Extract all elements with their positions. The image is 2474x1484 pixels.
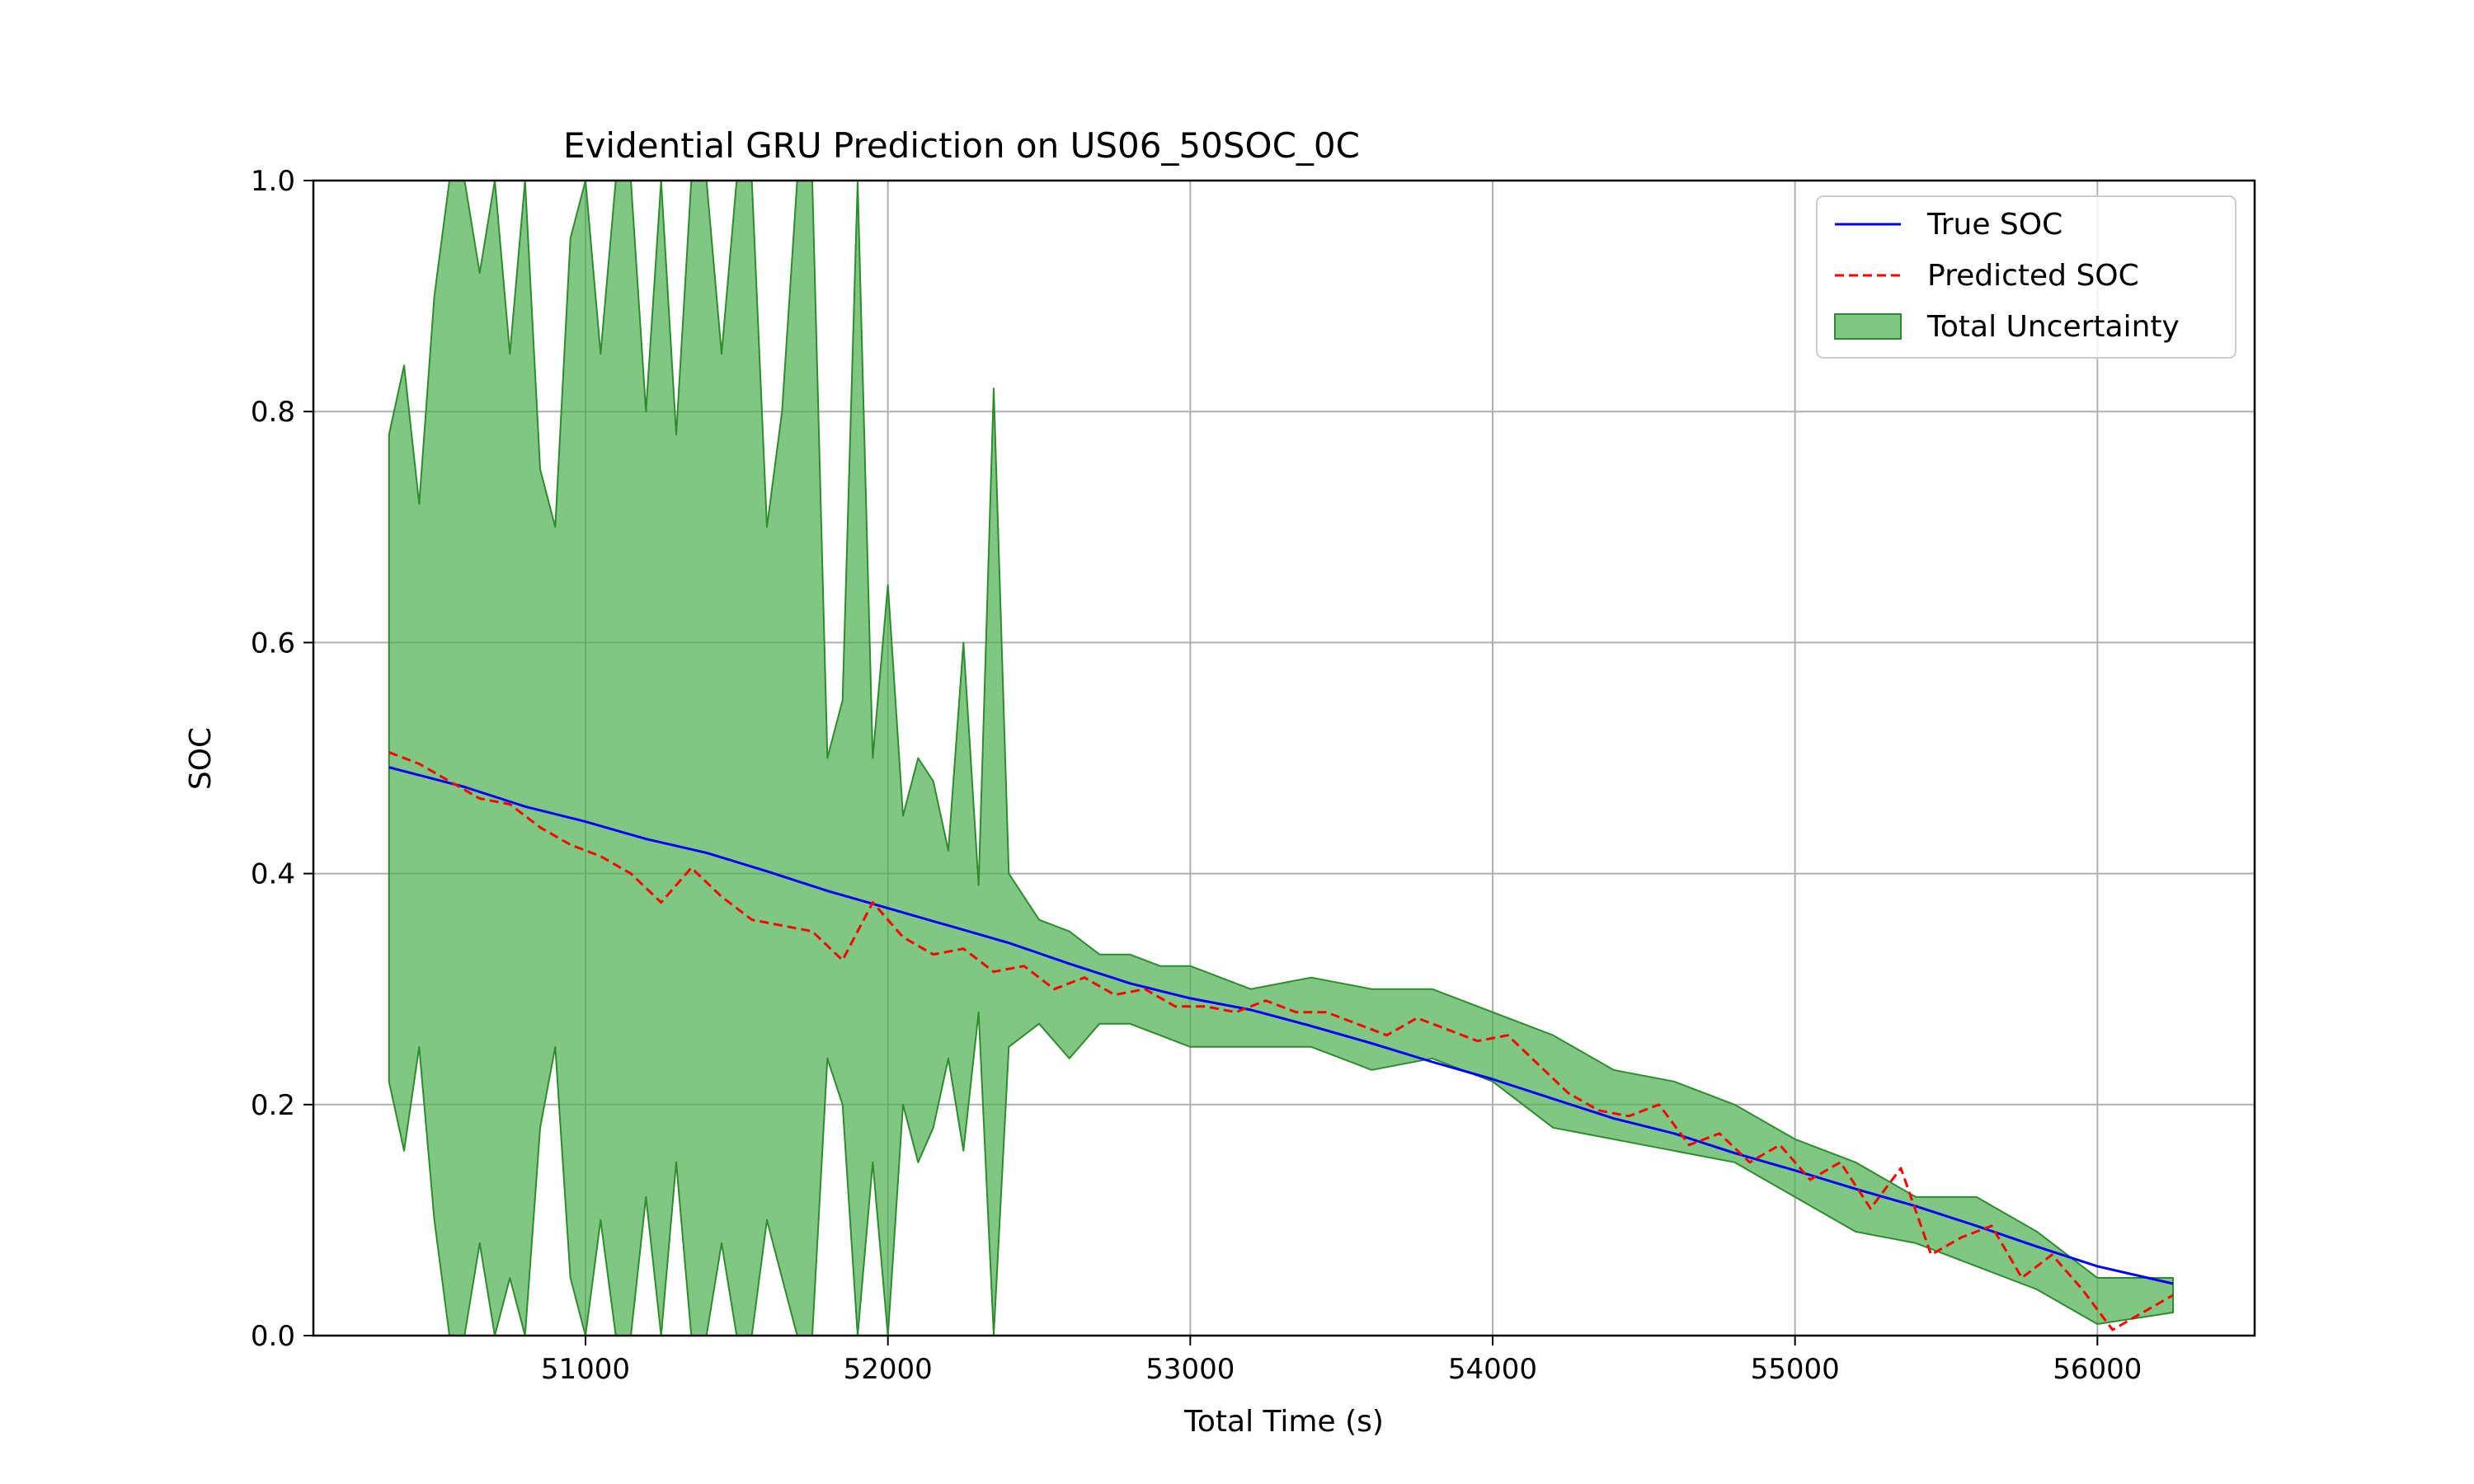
y-tick-label: 1.0 bbox=[251, 165, 295, 198]
y-tick-label: 0.0 bbox=[251, 1320, 295, 1353]
x-tick-label: 55000 bbox=[1751, 1353, 1840, 1386]
legend-box bbox=[1816, 195, 2236, 359]
y-tick-label: 0.6 bbox=[251, 627, 295, 660]
legend-predicted-soc-label: Predicted SOC bbox=[1927, 259, 2139, 293]
true-soc-line bbox=[388, 766, 2174, 1285]
x-tick-label: 52000 bbox=[844, 1353, 933, 1386]
y-ticks: 0.0 0.2 0.4 0.6 0.8 1.0 bbox=[251, 165, 313, 1353]
legend: True SOC Predicted SOC Total Uncertainty bbox=[1816, 195, 2236, 359]
x-tick-label: 54000 bbox=[1448, 1353, 1537, 1386]
y-tick-label: 0.2 bbox=[251, 1089, 295, 1122]
series-lines bbox=[388, 751, 2174, 1331]
y-tick-label: 0.4 bbox=[251, 858, 295, 891]
x-tick-label: 56000 bbox=[2053, 1353, 2142, 1386]
chart-title: Evidential GRU Prediction on US06_50SOC_… bbox=[563, 125, 1360, 166]
predicted-soc-line bbox=[388, 751, 2174, 1331]
x-ticks: 51000 52000 53000 54000 55000 56000 bbox=[541, 1336, 2142, 1386]
legend-uncertainty-swatch bbox=[1834, 313, 1902, 340]
x-tick-label: 53000 bbox=[1145, 1353, 1235, 1386]
y-axis-label: SOC bbox=[184, 727, 218, 790]
legend-uncertainty-label: Total Uncertainty bbox=[1926, 310, 2180, 344]
plot-frame bbox=[312, 179, 2256, 1337]
x-axis-label: Total Time (s) bbox=[1183, 1405, 1384, 1439]
y-tick-label: 0.8 bbox=[251, 396, 295, 429]
legend-true-soc-label: True SOC bbox=[1926, 208, 2062, 242]
x-tick-label: 51000 bbox=[541, 1353, 630, 1386]
